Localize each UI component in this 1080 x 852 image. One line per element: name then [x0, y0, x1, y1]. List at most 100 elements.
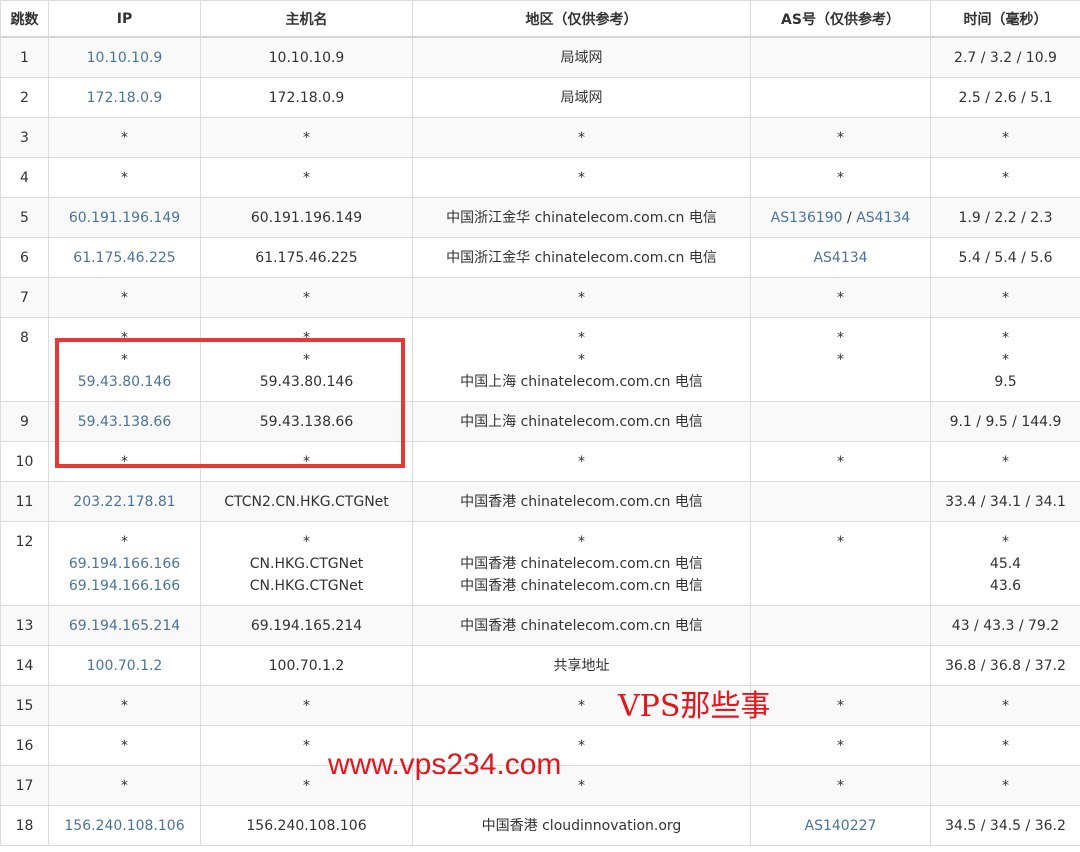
ip-link[interactable]: 172.18.0.9	[86, 90, 163, 106]
host-value: *	[303, 170, 310, 186]
as-value: *	[837, 534, 844, 550]
header-hop: 跳数	[0, 0, 49, 38]
region-value: 中国香港 chinatelecom.com.cn 电信	[460, 494, 703, 510]
host-value: *	[303, 352, 310, 368]
table-row: 5 60.191.196.149 60.191.196.149 中国浙江金华 chin…	[0, 197, 1080, 238]
region-value: *	[578, 352, 585, 368]
ip-cell: * 69.194.166.166 69.194.166.166	[48, 521, 201, 606]
time-cell: *	[930, 441, 1080, 482]
ip-value: *	[121, 698, 128, 714]
as-cell: *	[750, 685, 931, 726]
time-cell: 5.4 / 5.4 / 5.6	[930, 237, 1080, 278]
ip-value: *	[121, 352, 128, 368]
hop-cell: 18	[0, 805, 49, 846]
region-value: 中国浙江金华 chinatelecom.com.cn 电信	[446, 250, 717, 266]
time-cell: 36.8 / 36.8 / 37.2	[930, 645, 1080, 686]
time-value: *	[1002, 698, 1009, 714]
host-value: 61.175.46.225	[255, 250, 358, 266]
region-cell: 中国浙江金华 chinatelecom.com.cn 电信	[412, 197, 751, 238]
hop-cell: 8	[0, 317, 49, 402]
ip-link[interactable]: 59.43.80.146	[77, 374, 172, 390]
hop-cell: 14	[0, 645, 49, 686]
ip-link[interactable]: 156.240.108.106	[64, 818, 185, 834]
as-link[interactable]: AS4134	[856, 210, 911, 226]
host-value: *	[303, 778, 310, 794]
host-value: *	[303, 290, 310, 306]
region-value: 中国香港 chinatelecom.com.cn 电信	[460, 578, 703, 594]
as-line: AS4134	[751, 247, 930, 269]
time-value: 9.5	[994, 374, 1017, 390]
hop-cell: 1	[0, 36, 49, 78]
host-cell: * CN.HKG.CTGNet CN.HKG.CTGNet	[200, 521, 413, 606]
time-cell: 2.5 / 2.6 / 5.1	[930, 77, 1080, 118]
ip-link[interactable]: 10.10.10.9	[86, 50, 163, 66]
time-value: 43.6	[989, 578, 1022, 594]
host-value: CN.HKG.CTGNet	[249, 556, 364, 572]
as-cell	[750, 77, 931, 118]
as-value	[751, 575, 930, 597]
as-cell: *	[750, 157, 931, 198]
header-time: 时间（毫秒）	[930, 0, 1080, 38]
ip-cell: 61.175.46.225	[48, 237, 201, 278]
region-cell: *	[412, 277, 751, 318]
region-value: *	[578, 170, 585, 186]
host-cell: 69.194.165.214	[200, 605, 413, 646]
region-value: 中国上海 chinatelecom.com.cn 电信	[460, 414, 703, 430]
ip-link[interactable]: 100.70.1.2	[86, 658, 163, 674]
region-value: *	[578, 698, 585, 714]
as-cell	[750, 605, 931, 646]
region-value: 中国上海 chinatelecom.com.cn 电信	[460, 374, 703, 390]
ip-cell: *	[48, 685, 201, 726]
ip-link[interactable]: 60.191.196.149	[68, 210, 181, 226]
time-value: 43 / 43.3 / 79.2	[951, 618, 1060, 634]
time-value: *	[1002, 290, 1009, 306]
hop-cell: 13	[0, 605, 49, 646]
table-header: 跳数 IP 主机名 地区（仅供参考） AS号（仅供参考） 时间（毫秒）	[0, 0, 1080, 38]
time-cell: * 45.4 43.6	[930, 521, 1080, 606]
header-region: 地区（仅供参考）	[412, 0, 751, 38]
table-row: 9 59.43.138.66 59.43.138.66 中国上海 chinatelec…	[0, 401, 1080, 442]
region-cell: 共享地址	[412, 645, 751, 686]
hop-cell: 2	[0, 77, 49, 118]
ip-cell: 10.10.10.9	[48, 36, 201, 78]
time-value: 34.5 / 34.5 / 36.2	[945, 818, 1066, 834]
table-row: 14 100.70.1.2 100.70.1.2 共享地址 36.8 / 36.8 /…	[0, 645, 1080, 686]
table-row: 12 * 69.194.166.166 69.194.166.166 * CN.HKG.C…	[0, 521, 1080, 606]
host-cell: 156.240.108.106	[200, 805, 413, 846]
as-link[interactable]: AS136190	[770, 210, 843, 226]
host-cell: *	[200, 441, 413, 482]
ip-link[interactable]: 61.175.46.225	[73, 250, 176, 266]
ip-cell: *	[48, 117, 201, 158]
host-cell: CTCN2.CN.HKG.CTGNet	[200, 481, 413, 522]
host-value: 10.10.10.9	[268, 50, 345, 66]
as-value: *	[837, 698, 844, 714]
host-value: *	[303, 698, 310, 714]
region-cell: 中国香港 chinatelecom.com.cn 电信	[412, 605, 751, 646]
time-cell: 1.9 / 2.2 / 2.3	[930, 197, 1080, 238]
host-cell: *	[200, 117, 413, 158]
table-row: 18 156.240.108.106 156.240.108.106 中国香港 clo…	[0, 805, 1080, 846]
time-cell: *	[930, 117, 1080, 158]
time-value: 1.9 / 2.2 / 2.3	[958, 210, 1053, 226]
region-value: *	[578, 130, 585, 146]
as-link[interactable]: AS4134	[813, 250, 868, 266]
time-value: *	[1002, 352, 1009, 368]
table-row: 11 203.22.178.81 CTCN2.CN.HKG.CTGNet 中国香港 c…	[0, 481, 1080, 522]
ip-link[interactable]: 59.43.138.66	[77, 414, 172, 430]
ip-cell: *	[48, 157, 201, 198]
region-cell: *	[412, 725, 751, 766]
ip-link[interactable]: 203.22.178.81	[73, 494, 176, 510]
host-value: 172.18.0.9	[268, 90, 345, 106]
as-link[interactable]: AS140227	[804, 818, 877, 834]
as-value: *	[837, 170, 844, 186]
region-cell: * 中国香港 chinatelecom.com.cn 电信 中国香港 chinate…	[412, 521, 751, 606]
ip-link[interactable]: 69.194.165.214	[68, 618, 181, 634]
time-cell: * * 9.5	[930, 317, 1080, 402]
as-value: *	[837, 778, 844, 794]
ip-link[interactable]: 69.194.166.166	[68, 556, 181, 572]
region-cell: 中国浙江金华 chinatelecom.com.cn 电信	[412, 237, 751, 278]
table-row: 13 69.194.165.214 69.194.165.214 中国香港 china…	[0, 605, 1080, 646]
ip-link[interactable]: 69.194.166.166	[68, 578, 181, 594]
ip-value: *	[121, 454, 128, 470]
region-cell: *	[412, 765, 751, 806]
